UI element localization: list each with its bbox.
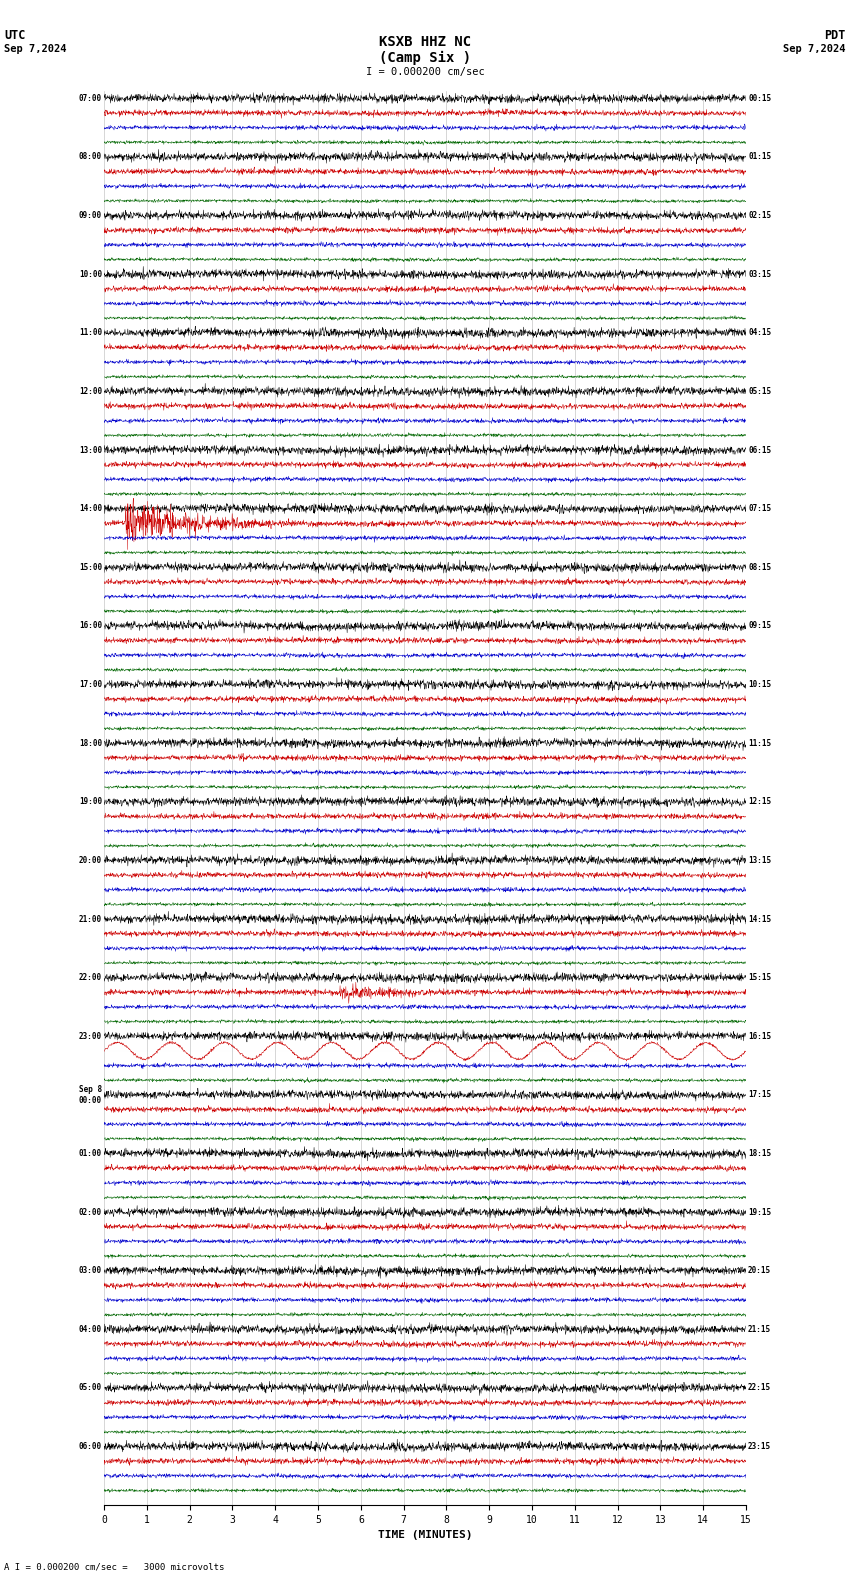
Text: 07:00: 07:00 <box>79 93 102 103</box>
Text: 03:00: 03:00 <box>79 1266 102 1275</box>
Text: 20:15: 20:15 <box>748 1266 771 1275</box>
Text: 22:00: 22:00 <box>79 973 102 982</box>
Text: 00:15: 00:15 <box>748 93 771 103</box>
Text: 21:00: 21:00 <box>79 914 102 923</box>
Text: 17:00: 17:00 <box>79 680 102 689</box>
Text: 06:15: 06:15 <box>748 445 771 455</box>
Text: 08:15: 08:15 <box>748 562 771 572</box>
Text: 12:15: 12:15 <box>748 797 771 806</box>
Text: (Camp Six ): (Camp Six ) <box>379 51 471 65</box>
Text: I = 0.000200 cm/sec: I = 0.000200 cm/sec <box>366 67 484 76</box>
Text: 22:15: 22:15 <box>748 1383 771 1392</box>
Text: 02:15: 02:15 <box>748 211 771 220</box>
Text: 19:15: 19:15 <box>748 1207 771 1217</box>
Text: KSXB HHZ NC: KSXB HHZ NC <box>379 35 471 49</box>
Text: 01:00: 01:00 <box>79 1148 102 1158</box>
Text: 14:00: 14:00 <box>79 504 102 513</box>
Text: 11:15: 11:15 <box>748 738 771 748</box>
Text: 09:00: 09:00 <box>79 211 102 220</box>
Text: 04:00: 04:00 <box>79 1324 102 1334</box>
Text: 13:15: 13:15 <box>748 855 771 865</box>
Text: Sep 7,2024: Sep 7,2024 <box>783 44 846 54</box>
Text: 01:15: 01:15 <box>748 152 771 162</box>
Text: 23:00: 23:00 <box>79 1031 102 1041</box>
Text: 08:00: 08:00 <box>79 152 102 162</box>
Text: 15:15: 15:15 <box>748 973 771 982</box>
Text: 16:15: 16:15 <box>748 1031 771 1041</box>
Text: 02:00: 02:00 <box>79 1207 102 1217</box>
Text: 20:00: 20:00 <box>79 855 102 865</box>
Text: 15:00: 15:00 <box>79 562 102 572</box>
Text: 13:00: 13:00 <box>79 445 102 455</box>
Text: 06:00: 06:00 <box>79 1441 102 1451</box>
Text: 04:15: 04:15 <box>748 328 771 337</box>
Text: 14:15: 14:15 <box>748 914 771 923</box>
Text: 16:00: 16:00 <box>79 621 102 630</box>
Text: 10:00: 10:00 <box>79 269 102 279</box>
Text: 09:15: 09:15 <box>748 621 771 630</box>
Text: 11:00: 11:00 <box>79 328 102 337</box>
Text: 07:15: 07:15 <box>748 504 771 513</box>
Text: A I = 0.000200 cm/sec =   3000 microvolts: A I = 0.000200 cm/sec = 3000 microvolts <box>4 1562 224 1571</box>
Text: 12:00: 12:00 <box>79 386 102 396</box>
Text: 05:00: 05:00 <box>79 1383 102 1392</box>
Text: 05:15: 05:15 <box>748 386 771 396</box>
Text: PDT: PDT <box>824 29 846 41</box>
Text: 17:15: 17:15 <box>748 1090 771 1099</box>
Text: Sep 8
00:00: Sep 8 00:00 <box>79 1085 102 1104</box>
Text: 19:00: 19:00 <box>79 797 102 806</box>
X-axis label: TIME (MINUTES): TIME (MINUTES) <box>377 1530 473 1541</box>
Text: UTC: UTC <box>4 29 26 41</box>
Text: 18:00: 18:00 <box>79 738 102 748</box>
Text: 18:15: 18:15 <box>748 1148 771 1158</box>
Text: 03:15: 03:15 <box>748 269 771 279</box>
Text: 21:15: 21:15 <box>748 1324 771 1334</box>
Text: Sep 7,2024: Sep 7,2024 <box>4 44 67 54</box>
Text: 23:15: 23:15 <box>748 1441 771 1451</box>
Text: 10:15: 10:15 <box>748 680 771 689</box>
